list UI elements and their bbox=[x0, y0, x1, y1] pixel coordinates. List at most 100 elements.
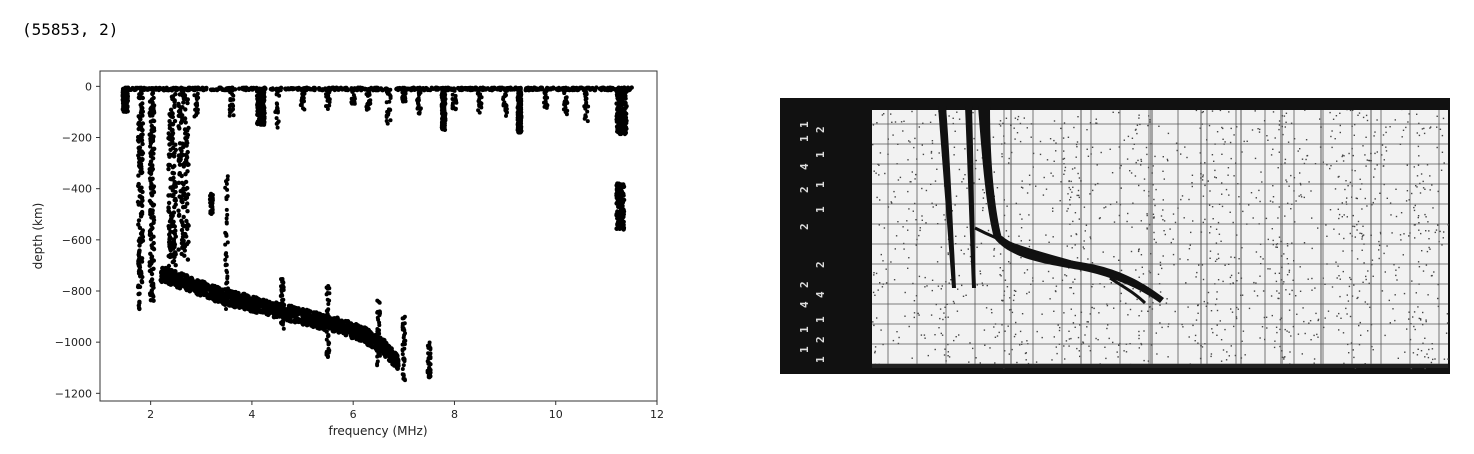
noise-speck bbox=[1313, 334, 1315, 337]
noise-speck bbox=[1301, 353, 1303, 355]
data-point bbox=[450, 92, 455, 97]
noise-speck bbox=[1006, 286, 1009, 288]
data-point bbox=[254, 93, 260, 99]
noise-speck bbox=[1164, 233, 1166, 236]
noise-speck bbox=[1112, 341, 1114, 344]
data-point bbox=[232, 299, 238, 305]
noise-speck bbox=[1201, 264, 1204, 266]
noise-speck bbox=[1202, 111, 1204, 113]
noise-speck bbox=[1228, 194, 1230, 196]
data-point bbox=[202, 292, 208, 298]
data-point bbox=[167, 119, 172, 124]
noise-speck bbox=[1431, 348, 1434, 350]
data-point bbox=[592, 86, 598, 91]
noise-speck bbox=[1424, 188, 1426, 190]
noise-speck bbox=[1089, 350, 1092, 352]
data-point bbox=[161, 88, 167, 93]
data-point bbox=[148, 209, 154, 214]
data-point bbox=[149, 97, 155, 102]
noise-speck bbox=[1422, 342, 1424, 344]
data-point bbox=[618, 88, 623, 93]
noise-speck bbox=[1222, 280, 1224, 283]
data-point bbox=[176, 103, 182, 109]
data-point bbox=[139, 271, 144, 276]
noise-speck bbox=[1131, 137, 1134, 139]
noise-speck bbox=[1004, 350, 1006, 352]
data-point bbox=[170, 259, 175, 265]
noise-speck bbox=[992, 136, 995, 138]
noise-speck bbox=[1209, 257, 1211, 259]
noise-speck bbox=[1270, 154, 1273, 156]
noise-speck bbox=[1261, 326, 1264, 328]
noise-speck bbox=[1344, 188, 1346, 191]
data-point bbox=[499, 86, 504, 91]
noise-speck bbox=[1159, 304, 1161, 306]
noise-speck bbox=[1341, 155, 1343, 158]
noise-speck bbox=[1210, 226, 1212, 228]
noise-speck bbox=[1143, 359, 1145, 362]
noise-speck bbox=[1202, 176, 1204, 178]
noise-speck bbox=[1002, 269, 1004, 272]
data-point bbox=[582, 87, 587, 92]
data-point bbox=[306, 318, 311, 323]
noise-speck bbox=[1353, 284, 1355, 286]
noise-speck bbox=[958, 168, 961, 171]
noise-speck bbox=[1028, 245, 1031, 248]
noise-speck bbox=[1385, 146, 1387, 148]
noise-speck bbox=[1179, 258, 1181, 260]
noise-speck bbox=[994, 362, 996, 364]
noise-speck bbox=[990, 308, 993, 311]
noise-speck bbox=[1342, 250, 1344, 252]
data-point bbox=[170, 139, 175, 145]
noise-speck bbox=[1271, 314, 1273, 317]
noise-speck bbox=[1153, 198, 1155, 201]
noise-speck bbox=[943, 312, 945, 314]
noise-speck bbox=[1156, 353, 1158, 355]
data-point bbox=[562, 89, 567, 94]
noise-speck bbox=[1070, 308, 1072, 310]
noise-speck bbox=[1419, 318, 1422, 320]
data-point bbox=[225, 270, 229, 275]
data-point bbox=[401, 316, 406, 320]
data-point bbox=[214, 289, 219, 295]
noise-speck bbox=[1243, 140, 1245, 143]
data-point bbox=[629, 85, 634, 90]
noise-speck bbox=[1162, 156, 1164, 158]
noise-speck bbox=[954, 130, 956, 132]
noise-speck bbox=[1402, 129, 1405, 131]
noise-speck bbox=[1317, 227, 1319, 229]
noise-speck bbox=[981, 282, 983, 284]
data-point bbox=[258, 97, 264, 103]
noise-speck bbox=[1138, 334, 1140, 337]
noise-speck bbox=[960, 249, 962, 251]
noise-speck bbox=[894, 121, 897, 123]
noise-speck bbox=[1012, 299, 1015, 302]
noise-speck bbox=[1267, 139, 1269, 141]
data-point bbox=[150, 91, 155, 97]
noise-speck bbox=[1028, 291, 1030, 293]
noise-speck bbox=[982, 207, 984, 209]
data-point bbox=[326, 302, 331, 306]
noise-speck bbox=[1304, 332, 1306, 335]
noise-speck bbox=[1311, 217, 1313, 219]
data-point bbox=[281, 297, 286, 302]
noise-speck bbox=[1083, 240, 1085, 242]
data-point bbox=[137, 149, 142, 154]
noise-speck bbox=[1119, 300, 1122, 302]
noise-speck bbox=[1009, 297, 1011, 299]
data-point bbox=[312, 86, 318, 91]
data-point bbox=[139, 259, 145, 264]
noise-speck bbox=[1075, 233, 1077, 235]
noise-speck bbox=[1007, 325, 1009, 327]
noise-speck bbox=[1163, 230, 1165, 232]
data-point bbox=[195, 91, 200, 96]
noise-speck bbox=[1292, 325, 1295, 328]
noise-speck bbox=[1139, 291, 1141, 293]
data-point bbox=[139, 195, 144, 201]
noise-speck bbox=[1096, 164, 1098, 166]
noise-speck bbox=[1408, 318, 1410, 320]
noise-speck bbox=[1267, 268, 1269, 270]
noise-speck bbox=[1365, 278, 1367, 281]
data-point bbox=[286, 306, 292, 312]
noise-speck bbox=[1441, 151, 1444, 153]
